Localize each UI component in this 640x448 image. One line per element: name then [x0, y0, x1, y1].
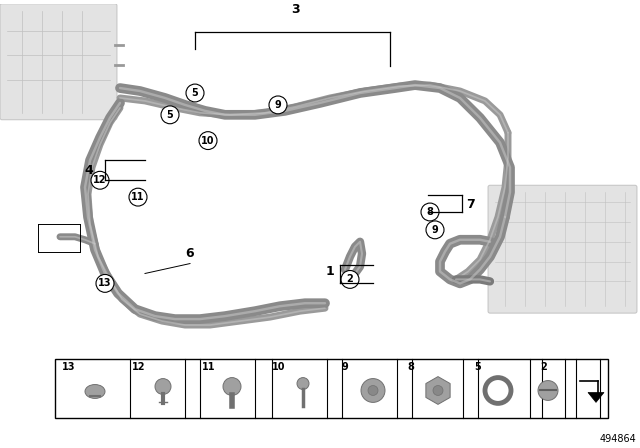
Text: 1: 1 [325, 265, 334, 278]
Text: 6: 6 [186, 246, 195, 259]
Text: 3: 3 [291, 3, 300, 16]
Circle shape [297, 378, 309, 389]
Text: 11: 11 [202, 362, 216, 372]
Circle shape [91, 171, 109, 189]
Text: 5: 5 [166, 110, 173, 120]
Polygon shape [588, 392, 604, 402]
Circle shape [426, 221, 444, 239]
Circle shape [361, 379, 385, 402]
Circle shape [485, 378, 511, 403]
Text: 10: 10 [201, 136, 215, 146]
Circle shape [538, 380, 558, 401]
Circle shape [96, 275, 114, 292]
Text: 10: 10 [272, 362, 285, 372]
Text: 12: 12 [132, 362, 145, 372]
Circle shape [199, 132, 217, 150]
Text: 2: 2 [540, 362, 547, 372]
Text: 7: 7 [466, 198, 475, 211]
Text: 5: 5 [191, 88, 198, 98]
Text: 8: 8 [427, 207, 433, 217]
Text: 5: 5 [474, 362, 481, 372]
Circle shape [421, 203, 439, 221]
Polygon shape [426, 377, 450, 405]
Text: 13: 13 [99, 278, 112, 289]
Circle shape [433, 386, 443, 396]
Circle shape [161, 106, 179, 124]
Ellipse shape [85, 384, 105, 398]
Circle shape [223, 378, 241, 396]
Text: 4: 4 [84, 164, 93, 177]
Text: 2: 2 [347, 275, 353, 284]
Circle shape [129, 188, 147, 206]
Text: 13: 13 [62, 362, 76, 372]
Circle shape [341, 271, 359, 289]
Circle shape [186, 84, 204, 102]
Text: 12: 12 [93, 175, 107, 185]
FancyBboxPatch shape [0, 4, 117, 120]
Text: 494864: 494864 [599, 434, 636, 444]
Text: 8: 8 [407, 362, 414, 372]
FancyBboxPatch shape [488, 185, 637, 313]
Text: 9: 9 [342, 362, 349, 372]
Text: 9: 9 [275, 100, 282, 110]
Circle shape [368, 386, 378, 396]
Text: 11: 11 [131, 192, 145, 202]
Bar [55, 359, 608, 418]
Text: 9: 9 [431, 225, 438, 235]
Circle shape [155, 379, 171, 394]
Circle shape [269, 96, 287, 114]
